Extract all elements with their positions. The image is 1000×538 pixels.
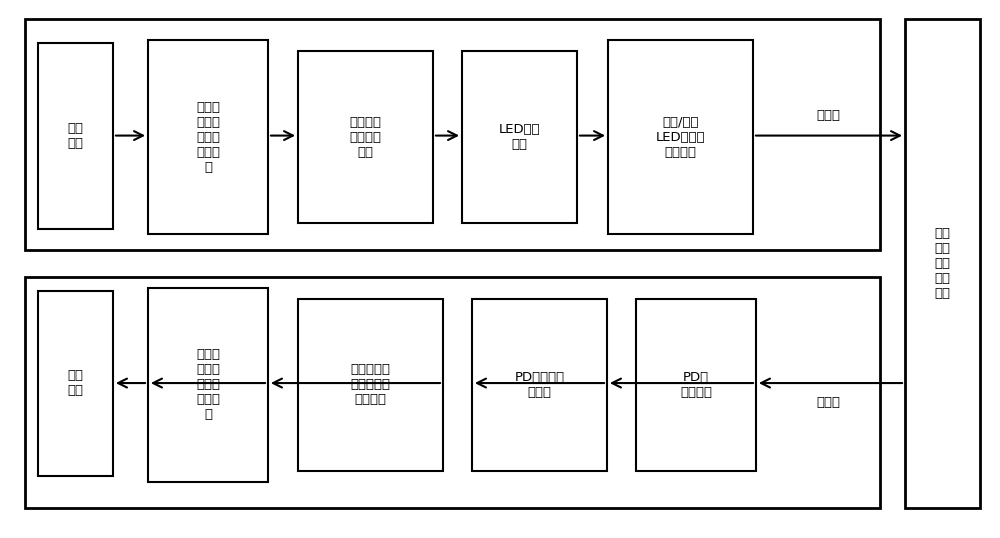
Bar [472,299,607,471]
Text: PD光
敏探测器: PD光 敏探测器 [680,371,712,399]
Bar [25,19,880,250]
Text: 光接收: 光接收 [816,396,840,409]
Bar [38,43,113,229]
Bar [148,288,268,482]
Bar [905,19,980,508]
Text: PD光敏探测
器电路: PD光敏探测 器电路 [514,371,565,399]
Bar [25,277,880,508]
Bar [298,299,443,471]
Text: 接收
数据: 接收 数据 [68,369,84,398]
Bar [298,51,433,223]
Bar [462,51,577,223]
Bar [148,40,268,234]
Text: 解调解
码及控
制的电
路与芯
片: 解调解 码及控 制的电 路与芯 片 [196,348,220,421]
Text: 前置放大
与预均衡
电路: 前置放大 与预均衡 电路 [350,116,382,159]
Text: 模数转换及
信号放大与
均衡电路: 模数转换及 信号放大与 均衡电路 [351,363,390,406]
Text: 照明/通信
LED发光二
极管光源: 照明/通信 LED发光二 极管光源 [656,116,705,159]
Text: 编码调
制与控
制的电
路与芯
片: 编码调 制与控 制的电 路与芯 片 [196,101,220,174]
Text: 发送
数据: 发送 数据 [68,122,84,150]
Bar [636,299,756,471]
Text: 近距
离可
见光
通信
信道: 近距 离可 见光 通信 信道 [934,227,950,300]
Text: 光发送: 光发送 [816,109,840,122]
Bar [608,40,753,234]
Bar [38,291,113,476]
Text: LED驱动
电路: LED驱动 电路 [499,123,540,151]
